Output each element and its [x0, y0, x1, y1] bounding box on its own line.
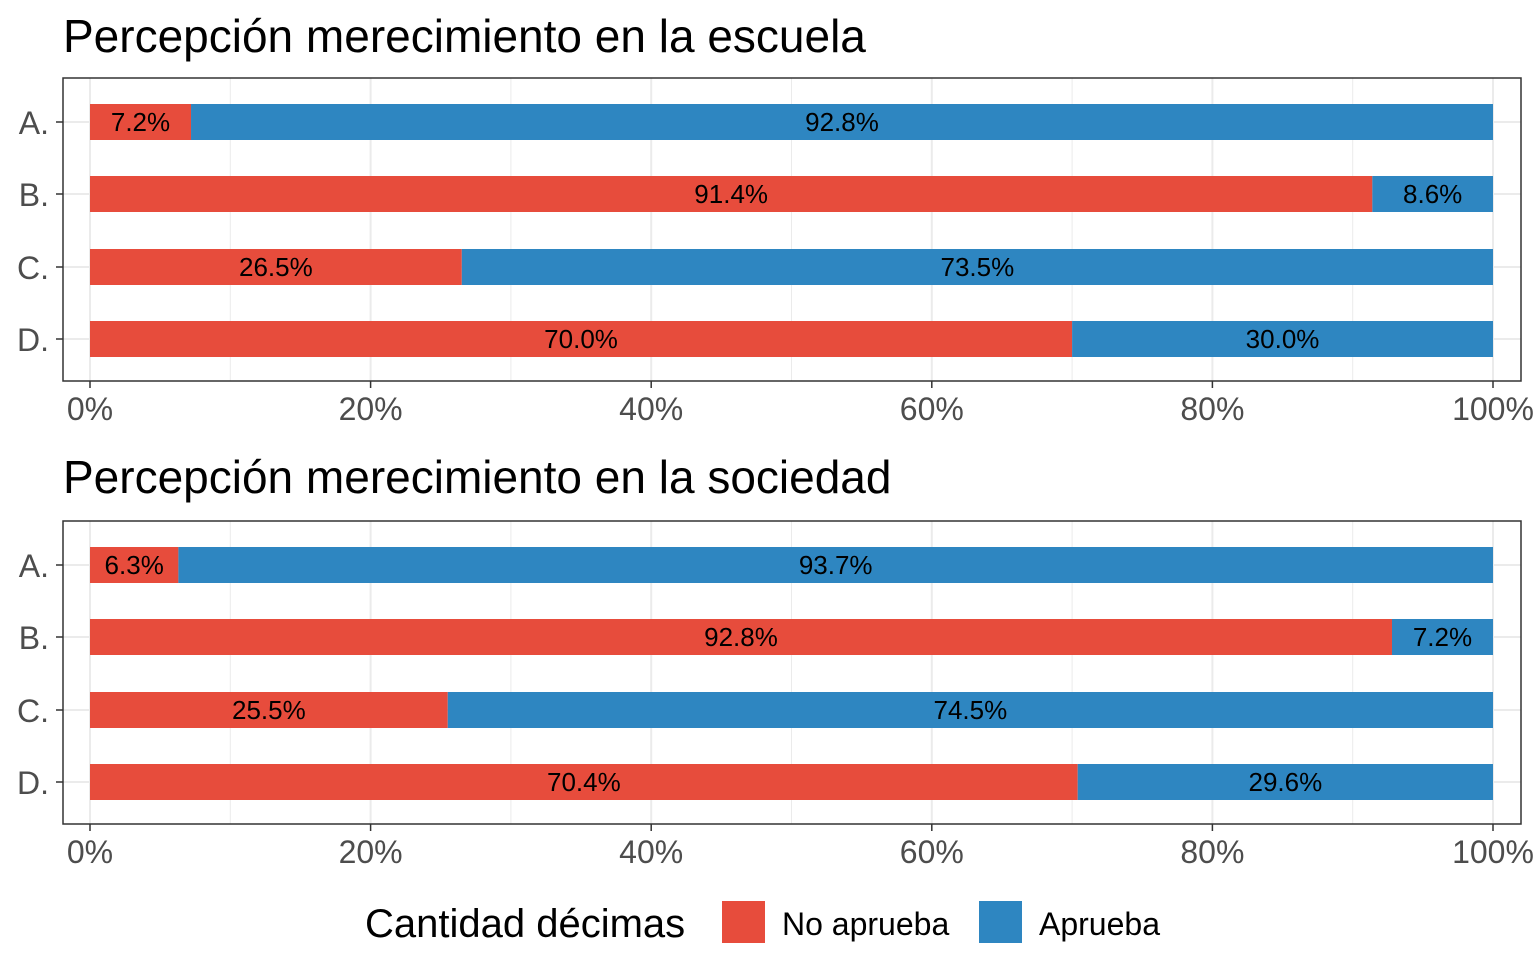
bar-no-aprueba: [90, 249, 462, 285]
x-tick-label: 60%: [900, 391, 964, 427]
y-tick-label: C.: [17, 693, 49, 729]
data-label: 74.5%: [934, 695, 1008, 725]
bar-aprueba: [1391, 619, 1493, 655]
bar-no-aprueba: [90, 619, 1392, 655]
legend-swatch: [722, 901, 765, 943]
bar-aprueba: [1372, 176, 1493, 212]
y-tick-label: A.: [19, 548, 49, 584]
x-tick-label: 80%: [1180, 391, 1244, 427]
data-label: 93.7%: [799, 550, 873, 580]
x-tick-label: 60%: [900, 834, 964, 870]
data-label: 91.4%: [694, 179, 768, 209]
y-tick-label: D.: [17, 322, 49, 358]
x-tick-label: 40%: [619, 834, 683, 870]
legend-label: No aprueba: [782, 906, 949, 942]
chart-title: Percepción merecimiento en la sociedad: [63, 451, 891, 503]
data-label: 70.4%: [547, 767, 621, 797]
data-label: 70.0%: [544, 324, 618, 354]
data-label: 26.5%: [239, 252, 313, 282]
bar-no-aprueba: [90, 321, 1073, 357]
bar-aprueba: [1072, 321, 1493, 357]
bar-no-aprueba: [90, 176, 1373, 212]
y-tick-label: A.: [19, 105, 49, 141]
bar-aprueba: [191, 104, 1494, 140]
data-label: 73.5%: [941, 252, 1015, 282]
bar-no-aprueba: [90, 547, 179, 583]
data-label: 92.8%: [704, 622, 778, 652]
y-tick-label: B.: [19, 177, 49, 213]
data-label: 6.3%: [105, 550, 164, 580]
x-tick-label: 0%: [67, 834, 113, 870]
data-label: 30.0%: [1246, 324, 1320, 354]
bar-aprueba: [178, 547, 1493, 583]
bar-no-aprueba: [90, 692, 448, 728]
bar-aprueba: [447, 692, 1493, 728]
bar-no-aprueba: [90, 764, 1078, 800]
x-tick-label: 20%: [339, 834, 403, 870]
data-label: 25.5%: [232, 695, 306, 725]
bar-aprueba: [461, 249, 1493, 285]
data-label: 92.8%: [805, 107, 879, 137]
chart-title: Percepción merecimiento en la escuela: [63, 10, 866, 62]
legend-swatch: [979, 901, 1022, 943]
legend-title: Cantidad décimas: [365, 902, 685, 946]
x-tick-label: 80%: [1180, 834, 1244, 870]
y-tick-label: C.: [17, 250, 49, 286]
x-tick-label: 100%: [1452, 391, 1534, 427]
bar-no-aprueba: [90, 104, 192, 140]
x-tick-label: 20%: [339, 391, 403, 427]
bar-aprueba: [1077, 764, 1493, 800]
panel-border: [62, 520, 1522, 825]
y-tick-label: B.: [19, 620, 49, 656]
x-tick-label: 40%: [619, 391, 683, 427]
data-label: 7.2%: [111, 107, 170, 137]
x-tick-label: 100%: [1452, 834, 1534, 870]
x-tick-label: 0%: [67, 391, 113, 427]
y-tick-label: D.: [17, 765, 49, 801]
data-label: 7.2%: [1413, 622, 1472, 652]
data-label: 29.6%: [1248, 767, 1322, 797]
legend-label: Aprueba: [1039, 906, 1160, 942]
panel-border: [62, 77, 1522, 382]
data-label: 8.6%: [1403, 179, 1462, 209]
